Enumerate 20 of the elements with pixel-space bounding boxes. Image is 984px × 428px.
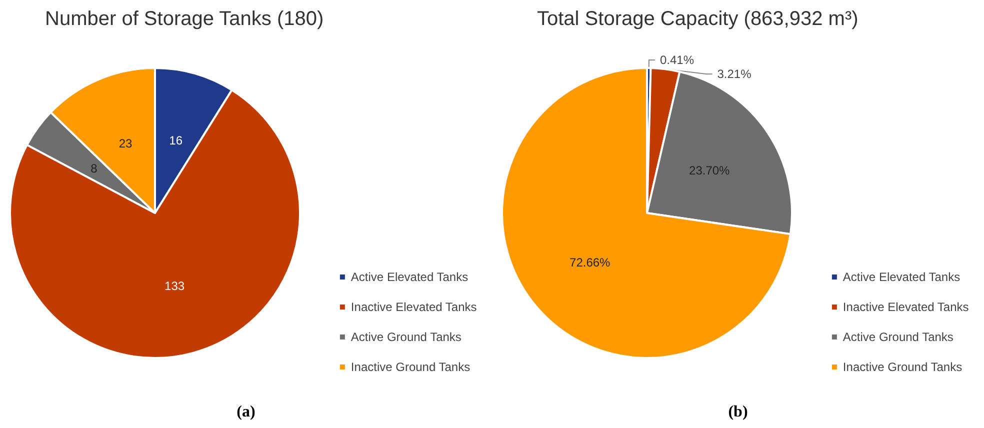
legend-label: Inactive Elevated Tanks [350, 300, 477, 314]
legend-label: Active Elevated Tanks [842, 270, 960, 284]
text: (a) [236, 404, 256, 420]
data-label: 133 [164, 278, 185, 293]
text: (b) [728, 404, 748, 420]
legend-label: Inactive Ground Tanks [350, 360, 470, 374]
data-label: 16 [169, 133, 183, 148]
data-label: 72.66% [570, 255, 611, 270]
legend-label: Inactive Elevated Tanks [842, 300, 969, 314]
data-label: 0.41% [660, 53, 694, 68]
legend-label: Active Ground Tanks [350, 330, 462, 344]
chart-title: Total Storage Capacity (863,932 m³) [537, 8, 858, 30]
legend-label: Inactive Ground Tanks [842, 360, 962, 374]
data-label: 23.70% [689, 163, 730, 178]
legend-label: Active Ground Tanks [842, 330, 954, 344]
data-label: 8 [90, 162, 98, 176]
data-label: 3.21% [717, 67, 752, 82]
data-label: 23 [118, 136, 132, 150]
legend-label: Active Elevated Tanks [350, 270, 468, 284]
chart-title: Number of Storage Tanks (180) [45, 8, 324, 30]
